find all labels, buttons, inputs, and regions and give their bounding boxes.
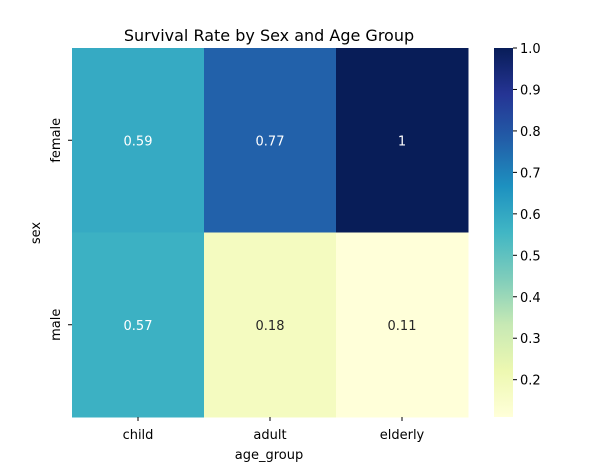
y-axis: female male [49, 118, 72, 341]
heatmap-cell-female-elderly [336, 48, 469, 233]
colorbar-gradient [494, 48, 513, 417]
chart-title: Survival Rate by Sex and Age Group [124, 26, 414, 45]
y-axis-label: sex [29, 222, 44, 245]
cell-value-label: 0.18 [256, 319, 285, 334]
heatmap-cell-male-elderly [336, 232, 469, 418]
x-tick-label: elderly [380, 428, 425, 443]
colorbar-tick-label: 0.6 [520, 208, 541, 223]
heatmap-cells [72, 48, 469, 418]
colorbar-tick-label: 0.3 [520, 332, 541, 347]
cell-value-label: 1 [398, 134, 406, 149]
heatmap-cell-female-child [72, 48, 205, 233]
heatmap-cell-male-adult [204, 232, 337, 418]
heatmap-cell-male-child [72, 232, 205, 418]
x-tick-label: adult [253, 428, 286, 443]
cell-value-label: 0.11 [388, 319, 417, 334]
heatmap-cell-female-adult [204, 48, 337, 233]
colorbar-tick-label: 1.0 [520, 42, 541, 57]
y-tick-label: female [49, 118, 64, 163]
colorbar: 0.2 0.3 0.4 0.5 0.6 0.7 0.8 0.9 1.0 [494, 42, 541, 417]
cell-value-label: 0.59 [124, 134, 153, 149]
y-tick-label: male [49, 309, 64, 341]
x-axis: child adult elderly [123, 417, 425, 443]
colorbar-tick-label: 0.7 [520, 166, 541, 181]
colorbar-tick-label: 0.2 [520, 374, 541, 389]
x-axis-label: age_group [235, 448, 303, 463]
colorbar-tick-label: 0.5 [520, 249, 541, 264]
x-tick-label: child [123, 428, 154, 443]
heatmap-cell-labels: 0.59 0.77 1 0.57 0.18 0.11 [124, 134, 417, 334]
colorbar-tick-label: 0.9 [520, 83, 541, 98]
cell-value-label: 0.77 [256, 134, 285, 149]
colorbar-tick-label: 0.4 [520, 291, 541, 306]
colorbar-tick-label: 0.8 [520, 125, 541, 140]
cell-value-label: 0.57 [124, 319, 153, 334]
